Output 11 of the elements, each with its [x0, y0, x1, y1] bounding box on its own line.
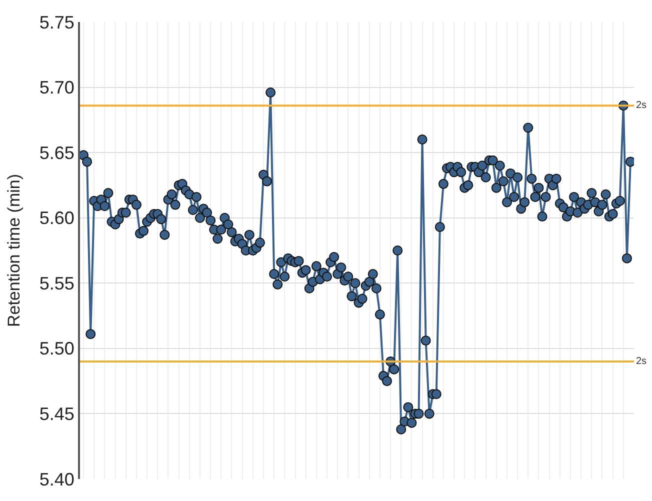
y-tick-label: 5.55 [39, 273, 74, 294]
y-tick-label: 5.60 [39, 208, 74, 228]
y-tick-label: 5.45 [39, 404, 74, 424]
ref-line-label: 2s [636, 100, 647, 111]
y-axis-title: Retention time (min) [4, 174, 24, 328]
y-tick-label: 5.75 [39, 12, 74, 32]
y-tick-label: 5.70 [39, 78, 74, 98]
y-tick-label: 5.40 [39, 469, 74, 490]
y-tick-label: 5.65 [39, 142, 74, 163]
ref-line-label: 2s [636, 356, 647, 367]
y-tick-label: 5.50 [39, 338, 74, 359]
